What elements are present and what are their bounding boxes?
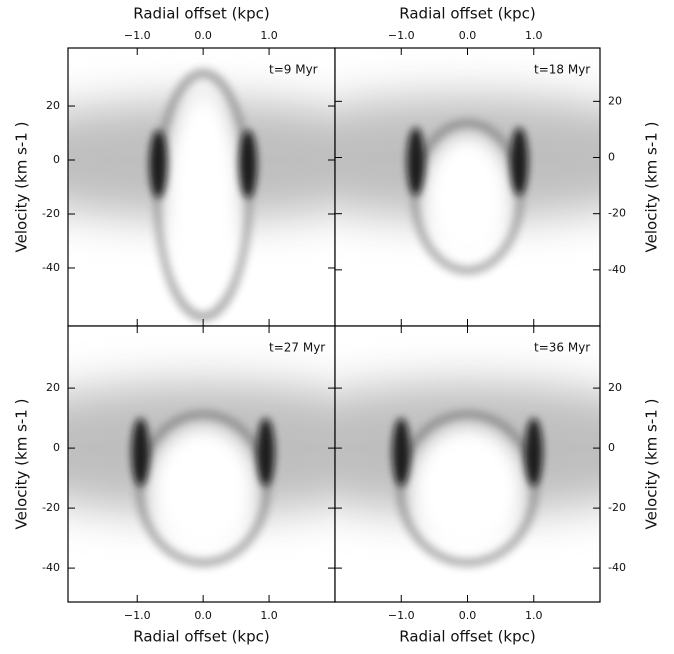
y-axis-label: Velocity (km s-1 ) <box>13 399 31 530</box>
shell-ring <box>410 118 525 275</box>
y-tick-label: 20 <box>46 99 60 112</box>
shell-edge <box>510 127 529 196</box>
panel-title: t=27 Myr <box>269 341 325 355</box>
shell-edge <box>131 418 150 487</box>
shell-edge <box>149 130 168 199</box>
x-tick-label: 0.0 <box>459 609 477 622</box>
y-axis-label: Velocity (km s-1 ) <box>643 122 661 253</box>
x-axis-label: Radial offset (kpc) <box>399 5 535 23</box>
y-tick-label: -20 <box>608 501 626 514</box>
cavity <box>423 134 512 259</box>
shell-edge <box>392 418 411 487</box>
x-tick-label: 1.0 <box>525 29 543 42</box>
y-tick-label: 0 <box>53 153 60 166</box>
panel-title: t=9 Myr <box>269 63 318 77</box>
panel-title: t=18 Myr <box>534 63 590 77</box>
y-tick-label: -20 <box>608 207 626 220</box>
y-tick-label: 20 <box>608 94 622 107</box>
shell-ring <box>396 410 539 568</box>
y-tick-label: -20 <box>42 207 60 220</box>
panel-title: t=36 Myr <box>534 341 590 355</box>
shell-ring <box>135 410 271 568</box>
y-tick-label: 20 <box>46 381 60 394</box>
y-tick-label: 0 <box>53 441 60 454</box>
y-axis-label: Velocity (km s-1 ) <box>13 122 31 253</box>
y-tick-label: -40 <box>608 263 626 276</box>
panel <box>68 48 335 326</box>
shell-edge <box>406 127 425 196</box>
shell-edge <box>238 130 257 199</box>
y-tick-label: -40 <box>608 561 626 574</box>
x-axis-label: Radial offset (kpc) <box>133 628 269 646</box>
cavity <box>411 426 524 552</box>
cavity <box>149 426 257 552</box>
x-tick-label: 0.0 <box>194 609 212 622</box>
x-tick-label: −1.0 <box>388 609 415 622</box>
cavity <box>165 91 242 299</box>
shell-edge <box>524 418 543 487</box>
x-tick-label: 1.0 <box>260 29 278 42</box>
panel <box>68 326 335 602</box>
y-tick-label: -20 <box>42 501 60 514</box>
x-tick-label: −1.0 <box>124 609 151 622</box>
panel <box>335 48 600 326</box>
x-tick-label: 0.0 <box>459 29 477 42</box>
x-tick-label: 1.0 <box>260 609 278 622</box>
x-tick-label: −1.0 <box>124 29 151 42</box>
y-tick-label: -40 <box>42 261 60 274</box>
panel <box>335 326 600 602</box>
x-axis-label: Radial offset (kpc) <box>399 628 535 646</box>
y-tick-label: 0 <box>608 441 615 454</box>
x-tick-label: 1.0 <box>525 609 543 622</box>
y-tick-label: 20 <box>608 381 622 394</box>
x-tick-label: 0.0 <box>194 29 212 42</box>
x-axis-label: Radial offset (kpc) <box>133 5 269 23</box>
x-tick-label: −1.0 <box>388 29 415 42</box>
shell-edge <box>256 418 275 487</box>
y-tick-label: -40 <box>42 561 60 574</box>
y-axis-label: Velocity (km s-1 ) <box>643 399 661 530</box>
y-tick-label: 0 <box>608 151 615 164</box>
